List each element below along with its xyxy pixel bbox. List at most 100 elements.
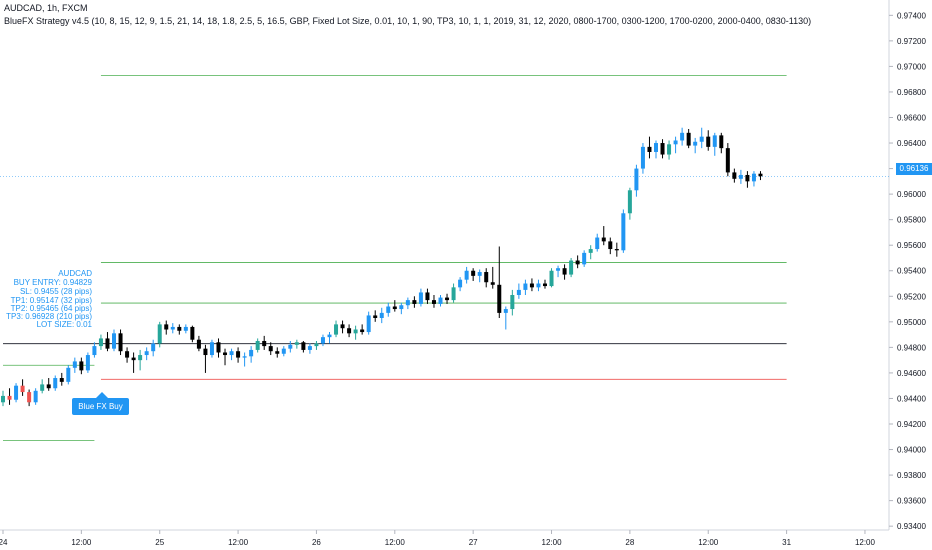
candle-body bbox=[229, 351, 234, 356]
candle-body bbox=[569, 260, 574, 275]
candle-body bbox=[640, 146, 645, 169]
y-tick-label: 0.95800 bbox=[897, 216, 926, 225]
y-tick-label: 0.93800 bbox=[897, 471, 926, 480]
y-tick-label: 0.94800 bbox=[897, 343, 926, 352]
candle-body bbox=[751, 173, 756, 182]
x-tick-label: 12:00 bbox=[698, 538, 719, 547]
candle-body bbox=[190, 326, 195, 340]
x-tick-label: 12:00 bbox=[228, 538, 249, 547]
y-tick-label: 0.96600 bbox=[897, 113, 926, 122]
candle-body bbox=[556, 268, 561, 271]
y-tick-label: 0.96800 bbox=[897, 88, 926, 97]
candle-body bbox=[464, 270, 469, 280]
candle-body bbox=[660, 143, 665, 155]
candle-body bbox=[386, 306, 391, 313]
candle-body bbox=[46, 384, 51, 389]
candle-body bbox=[431, 300, 436, 304]
candle-body bbox=[614, 249, 619, 251]
candle-body bbox=[183, 326, 188, 331]
y-tick-label: 0.95600 bbox=[897, 241, 926, 250]
trade-info-pair: AUDCAD bbox=[58, 269, 92, 278]
candle-body bbox=[7, 395, 12, 400]
candle-body bbox=[170, 326, 175, 330]
candle-body bbox=[347, 328, 352, 334]
x-tick-label: 31 bbox=[782, 538, 791, 547]
candle-body bbox=[627, 190, 632, 214]
candle-body bbox=[327, 334, 332, 338]
candle-body bbox=[268, 346, 273, 352]
trade-info-tp2: TP2: 0.95465 (64 pips) bbox=[10, 304, 92, 313]
y-tick-label: 0.94000 bbox=[897, 446, 926, 455]
candle-body bbox=[125, 351, 130, 358]
y-tick-label: 0.96400 bbox=[897, 139, 926, 148]
candle-body bbox=[281, 348, 286, 354]
strategy-legend[interactable]: BlueFX Strategy v4.5 (10, 8, 15, 12, 9, … bbox=[4, 16, 812, 26]
candle-body bbox=[445, 297, 450, 301]
candle-body bbox=[307, 346, 312, 350]
candle-body bbox=[92, 346, 97, 356]
x-tick-label: 25 bbox=[155, 538, 164, 547]
y-tick-label: 0.94600 bbox=[897, 369, 926, 378]
candle-body bbox=[399, 305, 404, 310]
y-tick-label: 0.97200 bbox=[897, 37, 926, 46]
candle-body bbox=[151, 343, 156, 352]
trade-info-sl: SL: 0.9455 (28 pips) bbox=[19, 287, 92, 296]
candle-body bbox=[529, 283, 534, 288]
candle-body bbox=[157, 324, 162, 344]
x-tick-label: 28 bbox=[625, 538, 634, 547]
candle-body bbox=[164, 324, 169, 330]
candle-body bbox=[438, 297, 443, 304]
candle-body bbox=[503, 309, 508, 313]
x-tick-label: 12:00 bbox=[71, 538, 92, 547]
candle-body bbox=[373, 315, 378, 318]
candle-body bbox=[72, 361, 77, 368]
x-tick-label: 24 bbox=[0, 538, 8, 547]
chart-title: AUDCAD, 1h, FXCM bbox=[4, 3, 88, 13]
y-tick-label: 0.95200 bbox=[897, 292, 926, 301]
candle-body bbox=[275, 351, 280, 354]
y-tick-label: 0.94200 bbox=[897, 420, 926, 429]
blue-fx-buy-signal[interactable]: Blue FX Buy bbox=[72, 392, 129, 415]
candle-body bbox=[360, 329, 365, 333]
candle-body bbox=[177, 326, 182, 331]
candle-body bbox=[118, 333, 123, 352]
candle-body bbox=[40, 384, 45, 391]
candle-body bbox=[14, 385, 19, 400]
candle-body bbox=[582, 252, 587, 265]
candle-body bbox=[549, 270, 554, 287]
y-tick-label: 0.97400 bbox=[897, 11, 926, 20]
candle-body bbox=[647, 146, 652, 152]
trade-info-tp1: TP1: 0.95147 (32 pips) bbox=[10, 296, 92, 305]
trade-info-tp3: TP3: 0.96928 (210 pips) bbox=[6, 312, 92, 321]
candle-body bbox=[595, 237, 600, 250]
candle-body bbox=[105, 338, 110, 349]
candle-body bbox=[575, 260, 580, 265]
y-tick-label: 0.95000 bbox=[897, 318, 926, 327]
candle-body bbox=[301, 342, 306, 350]
candle-body bbox=[477, 272, 482, 276]
candle-body bbox=[85, 355, 90, 371]
candle-body bbox=[314, 343, 319, 347]
candle-body bbox=[471, 270, 476, 276]
candle-body bbox=[484, 272, 489, 283]
candle-body bbox=[294, 342, 299, 345]
y-tick-label: 0.95400 bbox=[897, 267, 926, 276]
y-tick-label: 0.93600 bbox=[897, 497, 926, 506]
candle-body bbox=[144, 351, 149, 356]
candle-body bbox=[719, 135, 724, 149]
candle-body bbox=[673, 140, 678, 145]
y-tick-label: 0.97000 bbox=[897, 62, 926, 71]
candle-body bbox=[490, 282, 495, 285]
candle-body bbox=[262, 340, 267, 347]
candle-body bbox=[334, 324, 339, 335]
candle-body bbox=[216, 342, 221, 353]
candle-body bbox=[392, 306, 397, 310]
candle-body bbox=[725, 148, 730, 173]
candle-body bbox=[608, 241, 613, 250]
x-tick-label: 12:00 bbox=[385, 538, 406, 547]
candle-body bbox=[588, 249, 593, 253]
candle-body bbox=[686, 132, 691, 146]
candle-body bbox=[138, 355, 143, 361]
candle-body bbox=[451, 287, 456, 301]
